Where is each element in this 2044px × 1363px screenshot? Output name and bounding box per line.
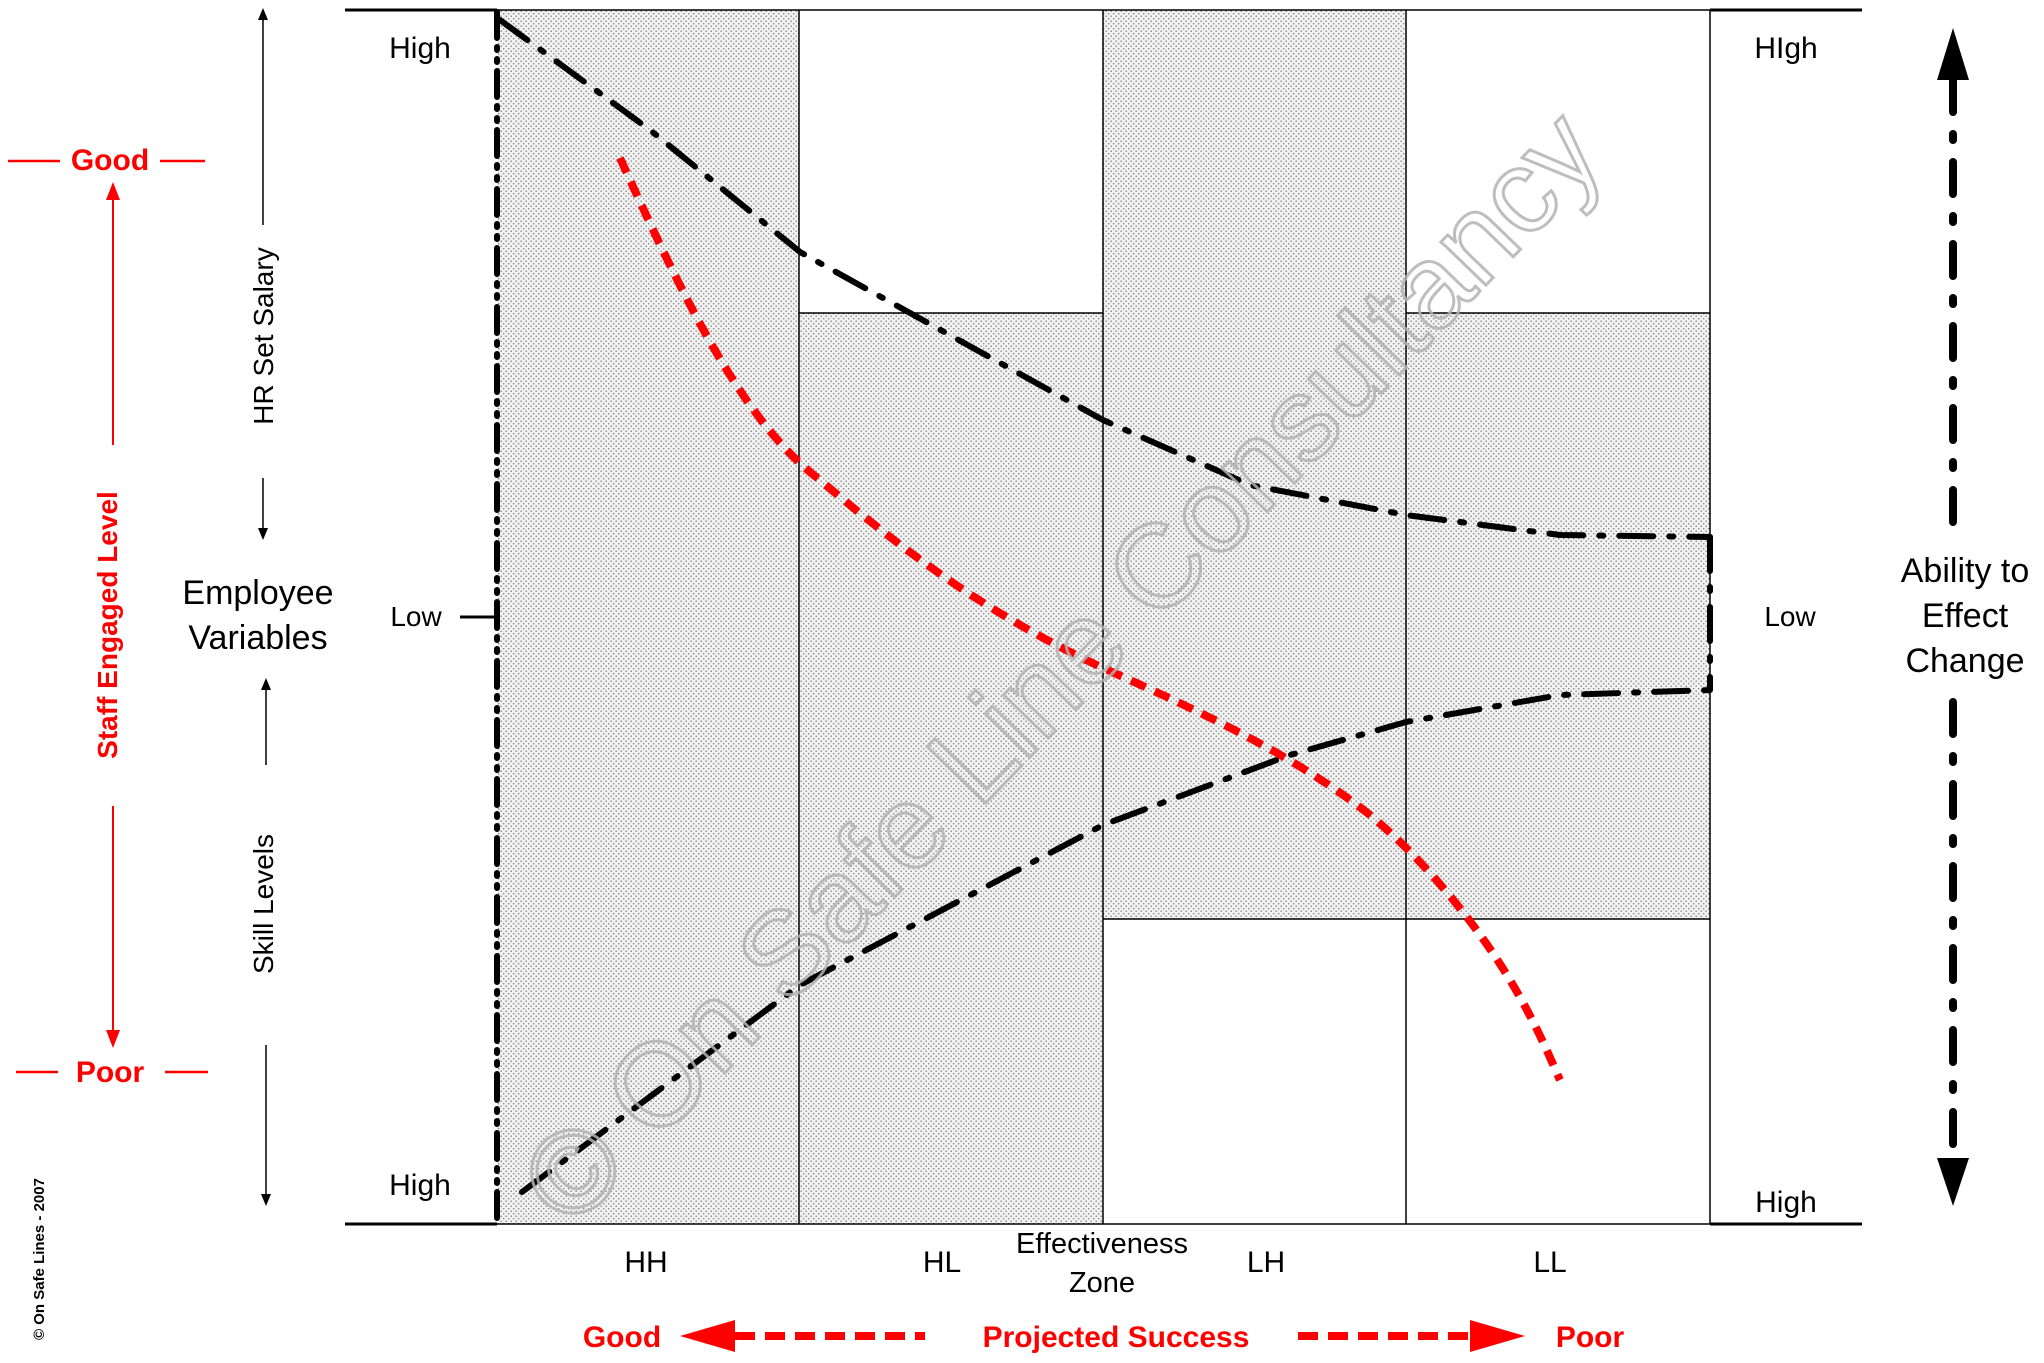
projected-success-axis: Good Projected Success Poor <box>583 1320 1625 1354</box>
zone-label-hl: HL <box>923 1246 961 1279</box>
zone-label-hh: HH <box>624 1246 667 1279</box>
ability-line2: Effect <box>1922 597 2009 635</box>
staff-engaged-title: Staff Engaged Level <box>92 491 123 759</box>
staff-poor-label: Poor <box>76 1056 145 1089</box>
effectiveness-zone-line2: Zone <box>1069 1267 1135 1299</box>
ability-down-arrow-icon <box>1937 1158 1969 1206</box>
zone-ll-shade <box>1406 313 1710 919</box>
left-scale-bottom: High <box>389 1169 451 1202</box>
left-scale-middle: Low <box>390 601 442 632</box>
employee-variables-line1: Employee <box>182 574 333 612</box>
scale-lines <box>345 8 1862 1226</box>
projected-poor-label: Poor <box>1556 1321 1625 1354</box>
employee-variables-axis: HR Set Salary Employee Variables Skill L… <box>182 8 334 1206</box>
staff-good-label: Good <box>71 144 149 177</box>
right-scale-bottom: High <box>1755 1186 1817 1219</box>
skill-dashdot-line <box>519 687 1713 1195</box>
zone-label-ll: LL <box>1533 1246 1566 1279</box>
hr-set-salary-label: HR Set Salary <box>248 247 279 424</box>
ability-up-arrow-icon <box>1937 28 1969 80</box>
copyright-text: © On Safe Lines - 2007 <box>31 1178 48 1340</box>
zone-label-lh: LH <box>1247 1246 1285 1279</box>
left-scale-top: High <box>389 32 451 65</box>
ability-axis: Ability to Effect Change <box>1901 28 2030 1206</box>
projected-success-title: Projected Success <box>983 1321 1250 1354</box>
right-scale-middle: Low <box>1764 601 1816 632</box>
staff-engaged-axis: Good Poor Staff Engaged Level <box>8 144 208 1089</box>
projected-success-curve <box>616 156 1564 1082</box>
effectiveness-zone-line1: Effectiveness <box>1016 1228 1188 1260</box>
skill-levels-label: Skill Levels <box>248 834 279 974</box>
ability-line1: Ability to <box>1901 552 2030 590</box>
ability-line3: Change <box>1905 642 2024 680</box>
right-scale-top: HIgh <box>1754 32 1817 65</box>
employee-variables-line2: Variables <box>188 619 327 657</box>
zone-hl-shade <box>799 313 1103 1224</box>
salary-dashdot-line <box>497 17 1713 540</box>
projected-good-label: Good <box>583 1321 661 1354</box>
